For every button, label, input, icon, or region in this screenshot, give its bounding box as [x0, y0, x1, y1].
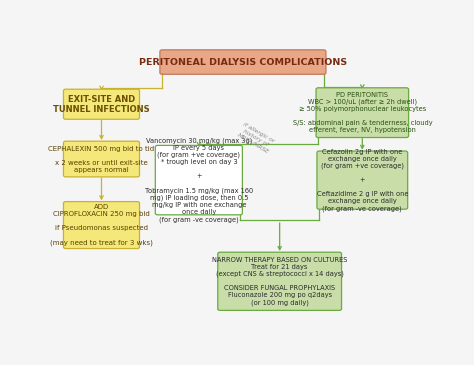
Text: PD PERITONITIS
WBC > 100/uL (after ≥ 2h dwell)
≥ 50% polymorphonuclear leukocyte: PD PERITONITIS WBC > 100/uL (after ≥ 2h … [292, 92, 432, 133]
FancyBboxPatch shape [317, 151, 408, 209]
Text: NARROW THERAPY BASED ON CULTURES
Treat for 21 days
(except CNS & streptococci x : NARROW THERAPY BASED ON CULTURES Treat f… [212, 257, 347, 306]
FancyBboxPatch shape [218, 252, 342, 310]
Text: Vancomycin 30 mg/kg (max 3g)
IP every 5 days
(for gram +ve coverage)
* trough le: Vancomycin 30 mg/kg (max 3g) IP every 5 … [145, 137, 253, 223]
FancyBboxPatch shape [155, 145, 242, 215]
Text: CEPHALEXIN 500 mg bid to tid

x 2 weeks or until exit-site
appears normal: CEPHALEXIN 500 mg bid to tid x 2 weeks o… [48, 146, 155, 173]
Text: Cefazolin 2g IP with one
exchange once daily
(for gram +ve coverage)

+

Ceftazi: Cefazolin 2g IP with one exchange once d… [317, 149, 408, 212]
Text: if allergic or
history of
MRSA/MRSE: if allergic or history of MRSA/MRSE [236, 122, 275, 154]
FancyBboxPatch shape [64, 89, 139, 119]
Text: PERITONEAL DIALYSIS COMPLICATIONS: PERITONEAL DIALYSIS COMPLICATIONS [139, 58, 347, 66]
FancyBboxPatch shape [64, 141, 139, 177]
Text: ADD
CIPROFLOXACIN 250 mg bid

if Pseudomonas suspected

(may need to treat for 3: ADD CIPROFLOXACIN 250 mg bid if Pseudomo… [50, 204, 153, 246]
FancyBboxPatch shape [160, 50, 326, 74]
Text: EXIT-SITE AND
TUNNEL INFECTIONS: EXIT-SITE AND TUNNEL INFECTIONS [53, 95, 150, 114]
FancyBboxPatch shape [64, 201, 139, 249]
FancyBboxPatch shape [316, 88, 409, 138]
